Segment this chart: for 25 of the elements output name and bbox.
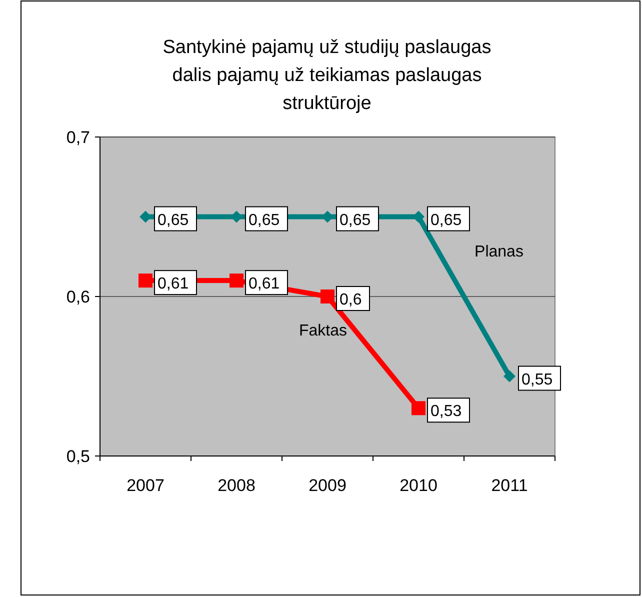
chart-title: Santykinė pajamų už studijų paslaugas dalis pajamų už teikiamas paslaugas struktūroje	[162, 37, 492, 114]
series-label: Faktas	[298, 322, 348, 340]
data-label: 0,61	[158, 276, 189, 293]
x-tick-label: 2011	[491, 476, 528, 495]
point	[320, 290, 334, 304]
data-label: 0,65	[340, 212, 371, 229]
data-label: 0,65	[430, 212, 462, 229]
series-label: Planas	[474, 244, 524, 260]
y-tick-label: 0,5	[66, 447, 90, 466]
data-label: 0,53	[430, 403, 462, 420]
point	[504, 370, 516, 382]
point	[138, 274, 152, 288]
data-label: 0,65	[248, 212, 280, 229]
data-label: 0,65	[158, 212, 189, 229]
x-tick-label: 2007	[126, 476, 164, 495]
y-tick-label: 0,6	[66, 288, 90, 306]
x-tick-label: 2008	[218, 476, 256, 495]
data-label: 0,61	[248, 276, 280, 293]
point	[230, 274, 244, 288]
y-tick-label: 0,7	[66, 128, 90, 147]
data-label: 0,55	[522, 371, 553, 388]
x-tick-label: 2010	[400, 476, 438, 495]
x-tick-label: 2009	[308, 476, 346, 495]
data-label: 0,6	[340, 292, 362, 308]
point	[412, 401, 426, 416]
